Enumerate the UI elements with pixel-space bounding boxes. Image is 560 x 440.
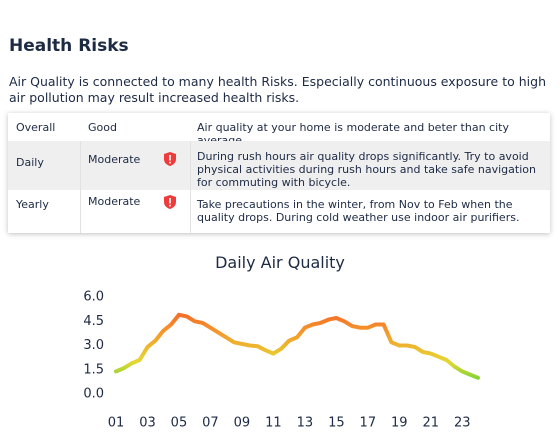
page-title: Health Risks [9, 36, 129, 56]
description: During rush hours air quality drops sign… [197, 150, 536, 189]
y-tick-label: 1.5 [83, 362, 104, 377]
status: Good [88, 121, 117, 134]
y-tick-label: 0.0 [83, 387, 104, 402]
table-row: Overall Good Air quality at your home is… [8, 113, 550, 147]
status: Moderate [88, 195, 141, 208]
risk-table: Overall Good Air quality at your home is… [8, 113, 550, 233]
x-tick-label: 11 [265, 416, 282, 431]
period: Overall [16, 121, 56, 134]
warning-icon [164, 152, 176, 166]
x-tick-label: 21 [423, 416, 440, 431]
x-tick-label: 17 [360, 416, 377, 431]
period: Daily [16, 156, 44, 169]
status: Moderate [88, 153, 141, 166]
line [114, 312, 480, 380]
y-tick-label: 3.0 [83, 338, 104, 353]
y-tick-label: 6.0 [83, 290, 104, 305]
description: Take precautions in the winter, from Nov… [197, 198, 520, 224]
x-tick-label: 15 [328, 416, 345, 431]
warning-icon [164, 195, 176, 209]
x-tick-label: 13 [297, 416, 314, 431]
chart-title: Daily Air Quality [215, 253, 345, 272]
y-tick-label: 4.5 [83, 314, 104, 329]
x-tick-label: 01 [108, 416, 125, 431]
x-tick-label: 19 [391, 416, 408, 431]
table-row: Yearly Moderate Take precautions in the … [8, 190, 550, 233]
x-tick-label: 23 [454, 416, 471, 431]
x-tick-label: 07 [202, 416, 219, 431]
x-tick-label: 05 [171, 416, 188, 431]
table-row: Daily Moderate During rush hours air qua… [8, 141, 550, 190]
x-tick-label: 03 [139, 416, 156, 431]
intro-text: Air Quality is connected to many health … [9, 74, 546, 105]
chart: 0.0 1.5 3.0 4.5 6.0 01 03 05 07 09 11 13 15 17 19 21 23 [83, 290, 480, 431]
period: Yearly [16, 198, 49, 211]
x-tick-label: 09 [234, 416, 251, 431]
